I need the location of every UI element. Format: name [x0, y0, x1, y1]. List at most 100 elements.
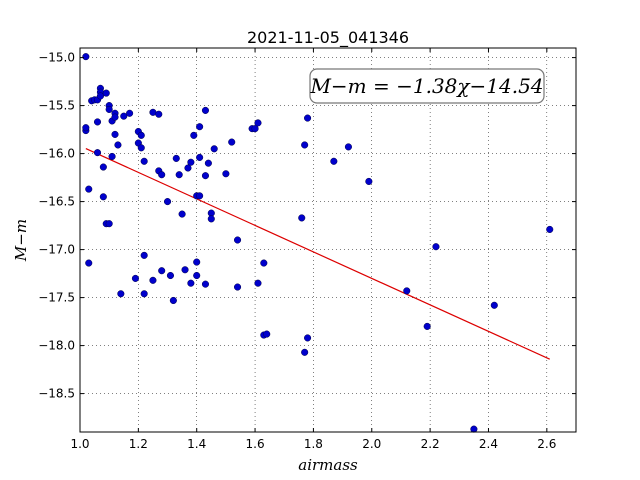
data-point	[169, 296, 177, 305]
data-point	[344, 143, 352, 151]
data-point	[196, 192, 204, 200]
data-point	[108, 152, 116, 161]
x-tick-label: 1.2	[129, 437, 148, 451]
axis-ticks: 1.0 1.2 1.4 1.6 1.8 2.0 2.2 2.4 2.6 −15.0 −15.5 −16…	[38, 48, 576, 451]
data-point	[99, 163, 107, 171]
data-point	[263, 330, 271, 338]
data-point	[137, 131, 145, 139]
data-point	[201, 172, 210, 180]
data-point	[155, 110, 163, 118]
chart-title: 2021-11-05_041346	[247, 28, 409, 48]
data-point	[330, 157, 338, 165]
data-point	[96, 92, 104, 100]
data-point	[102, 89, 110, 97]
data-point	[126, 109, 134, 117]
data-point	[85, 185, 93, 193]
plot-frame	[79, 47, 577, 433]
x-tick-label: 2.6	[537, 437, 556, 451]
data-point	[546, 225, 554, 233]
data-point	[234, 283, 242, 291]
y-tick-label: −18.0	[38, 339, 75, 353]
data-point	[207, 215, 215, 223]
data-point	[196, 123, 204, 131]
x-tick-label: 1.0	[70, 437, 89, 451]
grid	[79, 48, 576, 432]
data-point	[172, 154, 180, 162]
data-point	[301, 348, 309, 356]
fit-line	[85, 148, 550, 360]
data-point	[251, 125, 259, 133]
data-point	[140, 251, 148, 259]
data-point	[158, 267, 166, 275]
data-point	[166, 271, 174, 280]
data-point	[403, 287, 411, 295]
data-point	[193, 271, 201, 280]
data-point	[228, 138, 236, 146]
annotation-frame	[309, 68, 545, 104]
y-tick-label: −17.0	[38, 243, 75, 257]
y-axis-label: M−m	[12, 219, 30, 262]
y-tick-label: −16.5	[38, 195, 75, 209]
x-tick-label: 1.8	[304, 437, 323, 451]
data-point	[260, 259, 268, 267]
data-point	[365, 177, 373, 185]
x-tick-label: 1.4	[187, 437, 206, 451]
data-point	[85, 259, 93, 267]
y-tick-label: −18.5	[38, 387, 75, 401]
data-point	[234, 236, 242, 244]
y-tick-label: −15.0	[38, 51, 75, 65]
data-point	[432, 243, 440, 251]
data-point	[120, 112, 128, 120]
fit-equation-text: M−m = −1.38χ−14.54	[309, 74, 543, 98]
data-point	[111, 113, 119, 121]
data-point	[105, 105, 113, 113]
data-point	[298, 214, 306, 222]
data-point	[190, 131, 198, 139]
data-point	[114, 141, 122, 149]
data-point	[254, 279, 262, 287]
x-tick-label: 1.6	[246, 437, 265, 451]
data-point	[131, 274, 139, 282]
x-tick-label: 2.4	[479, 437, 498, 451]
data-point	[201, 280, 210, 288]
data-point	[181, 266, 189, 274]
data-point	[93, 149, 102, 157]
data-point	[99, 193, 107, 201]
data-points	[82, 53, 554, 433]
data-point	[137, 144, 145, 152]
data-point	[82, 124, 90, 132]
y-tick-label: −16.0	[38, 147, 75, 161]
data-point	[140, 290, 148, 298]
data-point	[175, 171, 183, 179]
fit-line-group	[85, 148, 550, 360]
data-point	[196, 153, 204, 161]
data-point	[210, 145, 218, 153]
y-tick-label: −17.5	[38, 291, 75, 305]
data-point	[222, 170, 230, 178]
data-point	[490, 301, 498, 309]
data-point	[93, 118, 102, 126]
data-point	[201, 106, 210, 114]
fit-equation-annotation: M−m = −1.38χ−14.54	[309, 68, 545, 104]
data-point	[193, 258, 201, 266]
data-point	[184, 164, 192, 172]
data-point	[470, 425, 478, 433]
data-point	[423, 322, 431, 330]
data-point	[254, 119, 262, 127]
data-point	[82, 53, 90, 61]
y-tick-label: −15.5	[38, 99, 75, 113]
data-point	[204, 159, 212, 167]
data-point	[111, 130, 119, 138]
data-point	[304, 114, 312, 122]
x-axis-label: airmass	[298, 456, 358, 474]
x-tick-label: 2.2	[421, 437, 440, 451]
data-point	[178, 210, 186, 218]
data-point	[187, 279, 195, 287]
data-point	[158, 171, 166, 179]
data-point	[304, 334, 312, 342]
data-point	[140, 157, 148, 165]
x-tick-label: 2.0	[362, 437, 381, 451]
data-point	[187, 158, 195, 166]
data-point	[301, 141, 309, 149]
